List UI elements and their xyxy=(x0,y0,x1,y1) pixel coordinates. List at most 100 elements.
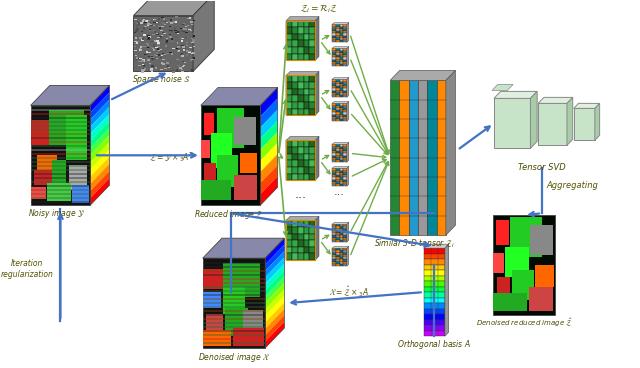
Polygon shape xyxy=(265,264,284,290)
Bar xyxy=(332,38,336,40)
Polygon shape xyxy=(332,77,349,79)
Bar xyxy=(154,40,156,42)
Bar xyxy=(31,149,90,151)
Bar xyxy=(286,102,292,109)
Bar xyxy=(203,342,265,344)
Bar xyxy=(286,167,292,174)
Bar xyxy=(166,40,168,42)
Bar xyxy=(340,156,343,158)
Bar xyxy=(183,23,185,25)
Bar xyxy=(69,165,87,190)
Bar xyxy=(493,253,504,273)
Bar xyxy=(286,234,292,240)
Bar xyxy=(190,30,193,31)
Bar xyxy=(286,75,292,82)
Polygon shape xyxy=(90,142,109,170)
Bar xyxy=(166,53,168,54)
Bar xyxy=(332,233,336,236)
Bar xyxy=(286,54,292,60)
Polygon shape xyxy=(90,157,109,184)
Polygon shape xyxy=(347,166,349,186)
Bar xyxy=(177,42,180,43)
Bar xyxy=(153,49,155,51)
Bar xyxy=(298,89,303,95)
Bar xyxy=(332,229,336,231)
Text: Similar 3-D tensor $\mathcal{Z}_i$: Similar 3-D tensor $\mathcal{Z}_i$ xyxy=(374,237,454,250)
Bar xyxy=(134,38,137,39)
Bar xyxy=(332,146,336,149)
Bar xyxy=(332,49,336,51)
Bar xyxy=(141,71,144,72)
Bar xyxy=(160,50,163,51)
Bar xyxy=(343,229,347,231)
Bar xyxy=(180,40,183,42)
Bar xyxy=(292,47,298,54)
Bar xyxy=(144,20,147,21)
Bar xyxy=(187,25,189,26)
Bar xyxy=(303,109,309,115)
Polygon shape xyxy=(332,46,349,49)
Bar xyxy=(157,37,159,38)
Bar xyxy=(142,64,145,65)
Bar xyxy=(164,46,167,47)
Bar xyxy=(332,236,336,238)
Bar xyxy=(336,184,340,186)
Bar xyxy=(153,30,155,31)
Bar xyxy=(336,170,340,173)
Bar xyxy=(332,110,336,112)
Bar xyxy=(161,32,164,33)
Bar xyxy=(159,36,162,37)
Bar xyxy=(340,88,343,91)
Bar xyxy=(512,270,534,300)
Bar xyxy=(343,57,347,60)
Bar xyxy=(340,86,343,88)
Bar xyxy=(343,114,347,117)
Bar xyxy=(332,248,336,250)
Bar xyxy=(140,46,143,47)
Bar xyxy=(144,26,147,28)
Bar xyxy=(184,46,186,47)
Polygon shape xyxy=(286,71,319,75)
Bar xyxy=(336,57,340,60)
Bar xyxy=(336,240,340,242)
Bar xyxy=(298,47,303,54)
Bar xyxy=(157,44,160,45)
Bar xyxy=(303,89,309,95)
Bar xyxy=(161,17,164,18)
Bar xyxy=(147,24,150,25)
Bar xyxy=(336,95,340,98)
Bar xyxy=(143,34,146,36)
Bar xyxy=(31,193,90,195)
Bar xyxy=(497,277,511,299)
Polygon shape xyxy=(193,0,214,71)
Bar xyxy=(332,151,336,153)
Bar xyxy=(134,50,137,51)
Bar xyxy=(156,33,159,35)
Polygon shape xyxy=(286,136,319,140)
Bar xyxy=(193,39,195,41)
Bar xyxy=(343,117,347,119)
Bar xyxy=(176,69,179,71)
Bar xyxy=(165,41,168,43)
Polygon shape xyxy=(90,114,109,141)
Bar xyxy=(152,47,154,49)
Bar xyxy=(292,247,298,254)
Bar xyxy=(340,151,343,153)
Bar xyxy=(31,177,90,179)
Bar xyxy=(203,269,227,289)
Bar xyxy=(336,36,340,38)
Bar xyxy=(188,52,191,53)
Bar xyxy=(140,46,142,48)
Bar xyxy=(203,322,265,323)
Bar xyxy=(151,56,154,57)
Bar xyxy=(343,29,347,31)
Bar xyxy=(223,263,260,297)
Polygon shape xyxy=(573,103,600,108)
Bar xyxy=(343,238,347,240)
Bar xyxy=(31,197,90,199)
Polygon shape xyxy=(260,176,278,205)
Polygon shape xyxy=(260,143,278,172)
Bar xyxy=(573,108,595,140)
Bar xyxy=(298,102,303,109)
Bar xyxy=(343,233,347,236)
